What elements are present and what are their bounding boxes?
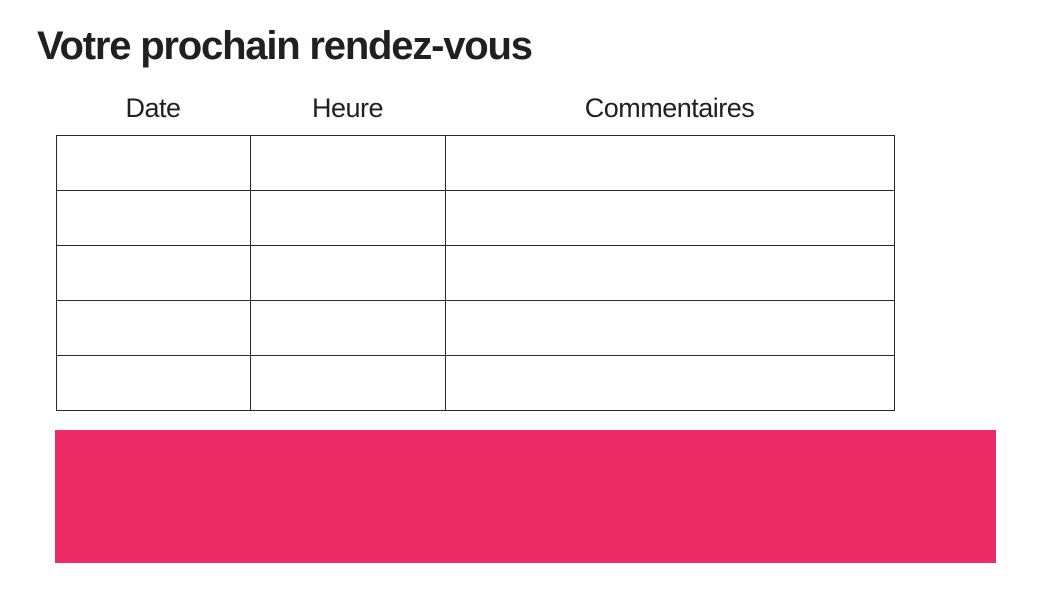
table-cell <box>56 135 251 191</box>
table-cell <box>56 245 251 301</box>
table-header-row: Date Heure Commentaires <box>56 94 894 126</box>
appointments-table <box>56 135 895 411</box>
table-cell <box>445 300 895 356</box>
table-cell <box>56 300 251 356</box>
column-header-heure: Heure <box>311 93 384 123</box>
table-row <box>56 135 895 191</box>
page-title: Votre prochain rendez-vous <box>37 24 533 68</box>
table-cell <box>56 190 251 246</box>
table-cell <box>445 355 895 411</box>
table-cell <box>445 190 895 246</box>
table-cell <box>445 135 895 191</box>
table-row <box>56 300 895 356</box>
table-cell <box>56 355 251 411</box>
brand-banner <box>55 430 996 563</box>
table-cell <box>250 245 446 301</box>
table-cell <box>250 355 446 411</box>
column-header-date: Date <box>125 93 181 123</box>
table-cell <box>445 245 895 301</box>
column-header-commentaires: Commentaires <box>584 93 755 123</box>
table-cell <box>250 300 446 356</box>
table-row <box>56 190 895 246</box>
table-cell <box>250 135 446 191</box>
table-row <box>56 245 895 301</box>
table-cell <box>250 190 446 246</box>
table-row <box>56 355 895 411</box>
